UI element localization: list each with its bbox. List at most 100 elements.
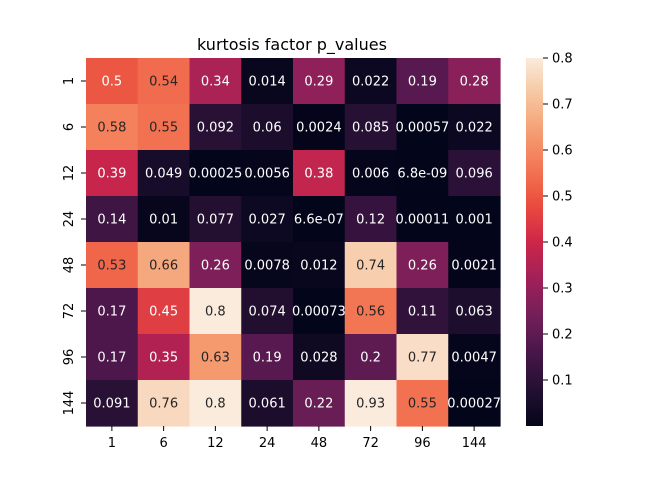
heatmap-cell [448,196,501,243]
heatmap-cell [86,380,139,427]
heatmap-cell-label: 0.2 [360,351,381,366]
heatmap-cell [137,334,191,381]
heatmap-cell-label: 0.014 [249,75,286,90]
heatmap-cell-label: 0.012 [300,259,337,274]
heatmap-cell [137,242,191,289]
heatmap-cell-label: 0.55 [408,397,437,412]
y-tick-label: 72 [62,303,77,320]
heatmap-cell-label: 0.34 [201,75,230,90]
heatmap-cell-label: 0.00027 [447,397,501,412]
heatmap-cell-label: 0.0021 [451,259,497,274]
x-tick-label: 1 [108,436,116,451]
colorbar-tick-label: 0.8 [552,52,573,67]
x-tick-label: 6 [159,436,167,451]
heatmap-cell-label: 0.29 [304,75,333,90]
heatmap-cell [241,104,294,151]
heatmap-cell [293,288,346,335]
heatmap-cell [137,58,191,105]
heatmap-cell-label: 0.19 [253,351,282,366]
colorbar-tick-label: 0.6 [552,144,573,159]
y-tick-label: 144 [62,391,77,416]
heatmap-cell [293,380,346,427]
heatmap-cell-label: 0.45 [149,305,178,320]
heatmap-cell-label: 0.26 [408,259,437,274]
heatmap-cell-label: 0.01 [149,213,178,228]
heatmap-cell [396,58,449,105]
heatmap-cell [241,288,294,335]
heatmap-cell [344,242,398,289]
heatmap-cell-label: 0.061 [249,397,286,412]
colorbar-tick-label: 0.1 [552,374,573,389]
heatmap-cell-label: 0.00073 [292,305,346,320]
heatmap-cell-label: 0.049 [145,167,182,182]
heatmap-cell-labels: 0.5 0.54 0.34 0.014 0.29 0.022 0.19 0.28 0.58 0.5… [93,75,501,412]
heatmap-cell-label: 0.35 [149,351,178,366]
heatmap-cell-label: 0.00011 [395,213,449,228]
heatmap-cell [396,104,449,151]
heatmap-cell [241,58,294,105]
heatmap-cell [137,196,191,243]
x-tick-label: 24 [259,436,276,451]
heatmap-cell-label: 0.77 [408,351,437,366]
y-tick-label: 6 [62,123,77,131]
heatmap-cell-label: 0.0024 [296,121,342,136]
x-tick-label: 48 [311,436,328,451]
heatmap-cell [293,196,346,243]
heatmap-cell [293,334,346,381]
heatmap-cell [137,104,191,151]
heatmap-cell [344,104,398,151]
heatmap-cell [86,104,139,151]
heatmap-cell-label: 0.022 [456,121,493,136]
heatmap-cell-label: 0.54 [149,75,178,90]
heatmap-cell [137,288,191,335]
heatmap-cell-label: 0.085 [352,121,389,136]
colorbar [526,58,543,426]
chart-title: kurtosis factor p_values [197,35,387,55]
heatmap-cell [293,150,346,197]
heatmap-cell-label: 0.028 [300,351,337,366]
heatmap-cell [293,104,346,151]
heatmap-cell-label: 0.17 [97,351,126,366]
heatmap-cell-label: 0.06 [253,121,282,136]
heatmap-cell-label: 0.76 [149,397,178,412]
x-axis-ticks: 1 6 12 24 48 72 96 144 [108,426,487,451]
heatmap-cell [293,242,346,289]
heatmap-cell-label: 0.8 [205,305,226,320]
x-tick-label: 144 [462,436,487,451]
heatmap-cell-label: 0.66 [149,259,178,274]
colorbar-ticks: 0.1 0.2 0.3 0.4 0.5 0.6 0.7 0.8 [543,52,573,389]
heatmap-cell-label: 0.00057 [395,121,449,136]
colorbar-tick-label: 0.2 [552,328,573,343]
heatmap-cell [137,380,191,427]
heatmap-cell [448,380,501,427]
heatmap-cell-label: 0.001 [456,213,493,228]
heatmap-cell-label: 0.063 [456,305,493,320]
heatmap-cell-label: 0.58 [97,121,126,136]
heatmap-cell [189,58,242,105]
heatmap-cell [189,196,242,243]
heatmap-cell-label: 0.0056 [244,167,290,182]
heatmap-cell [396,334,449,381]
heatmap-cell [241,334,294,381]
colorbar-tick-label: 0.3 [552,282,573,297]
heatmap-cell-label: 0.8 [205,397,226,412]
heatmap-cell [189,150,242,197]
heatmap-cell-label: 0.53 [97,259,126,274]
heatmap-cell-label: 0.0047 [451,351,497,366]
y-tick-label: 48 [62,257,77,274]
heatmap-cell-label: 0.0078 [244,259,290,274]
heatmap-cell-label: 0.93 [356,397,385,412]
colorbar-tick-label: 0.7 [552,98,573,113]
heatmap-cell [448,150,501,197]
heatmap-cell [189,380,242,427]
heatmap-cell [189,288,242,335]
heatmap-cell [344,334,398,381]
heatmap-cell [448,242,501,289]
heatmap-cell [189,334,242,381]
x-tick-label: 96 [414,436,431,451]
heatmap-cell-label: 0.074 [249,305,286,320]
heatmap-cell [86,150,139,197]
heatmap-cell [241,150,294,197]
heatmap-cell-label: 0.091 [93,397,130,412]
heatmap-cell-label: 0.092 [197,121,234,136]
